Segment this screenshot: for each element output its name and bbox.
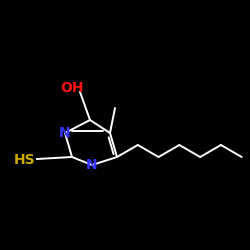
Text: OH: OH [60,81,84,95]
Text: HS: HS [14,153,36,167]
Text: N: N [86,158,98,172]
Text: N: N [59,126,71,140]
